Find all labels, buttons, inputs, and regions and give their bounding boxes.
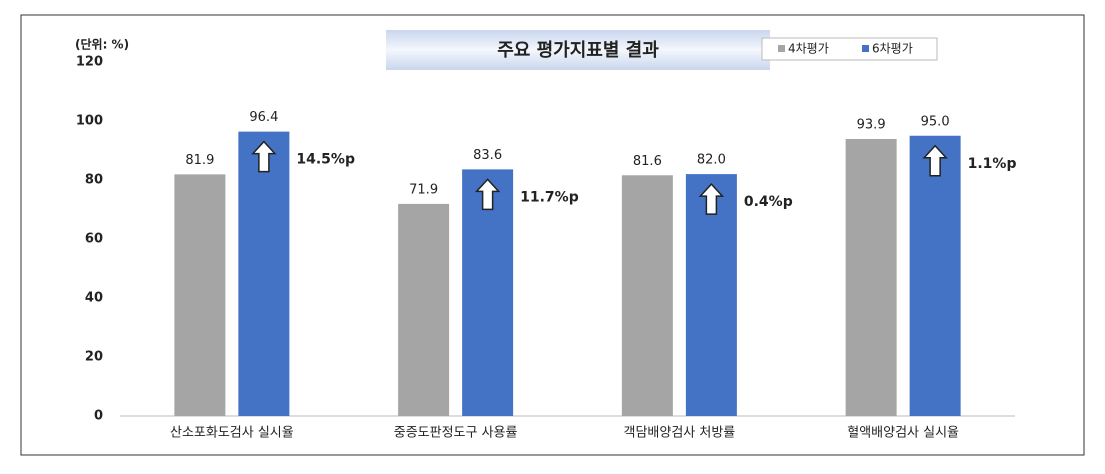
arrow-icon	[698, 182, 725, 215]
unit-label: (단위: %)	[75, 37, 129, 52]
y-tick-label: 100	[76, 114, 103, 129]
y-tick-label: 80	[85, 173, 103, 188]
bar	[909, 135, 961, 416]
bar	[398, 203, 450, 416]
y-tick-label: 60	[85, 232, 103, 247]
x-tick-label: 산소포화도검사 실시율	[170, 426, 294, 441]
bar	[621, 175, 673, 416]
value-label: 96.4	[249, 110, 278, 125]
x-tick-label: 객담배양검사 처방률	[623, 426, 735, 441]
y-tick-label: 120	[76, 55, 103, 70]
annotation: 14.5%p	[296, 152, 355, 168]
annotation: 11.7%p	[520, 189, 579, 205]
x-tick-label: 중증도판정도구 사용률	[394, 426, 518, 441]
bar	[174, 174, 226, 416]
legend-box	[761, 37, 938, 61]
y-tick-label: 20	[85, 350, 103, 365]
legend-label: 6차평가	[872, 42, 913, 56]
bar	[238, 131, 290, 416]
value-label: 83.6	[473, 148, 502, 163]
y-tick-label: 0	[94, 409, 103, 424]
value-label: 81.6	[633, 154, 662, 169]
bar	[462, 169, 514, 416]
value-label: 71.9	[409, 182, 438, 197]
legend-label: 4차평가	[788, 42, 829, 56]
y-tick-label: 40	[85, 291, 103, 306]
bar	[845, 138, 897, 416]
value-label: 93.9	[857, 117, 886, 132]
chart-title: 주요 평가지표별 결과	[497, 40, 659, 61]
legend-swatch	[778, 45, 785, 52]
annotation: 1.1%p	[968, 156, 1017, 172]
value-label: 82.0	[697, 153, 726, 168]
x-tick-label: 혈액배양검사 실시율	[847, 426, 959, 441]
arrow-icon	[922, 144, 948, 177]
value-label: 95.0	[921, 114, 950, 129]
annotation: 0.4%p	[744, 194, 793, 210]
value-label: 81.9	[185, 153, 214, 168]
arrow-icon	[474, 178, 501, 211]
legend-swatch	[862, 45, 869, 52]
arrow-icon	[251, 140, 277, 173]
title-box	[386, 30, 770, 70]
